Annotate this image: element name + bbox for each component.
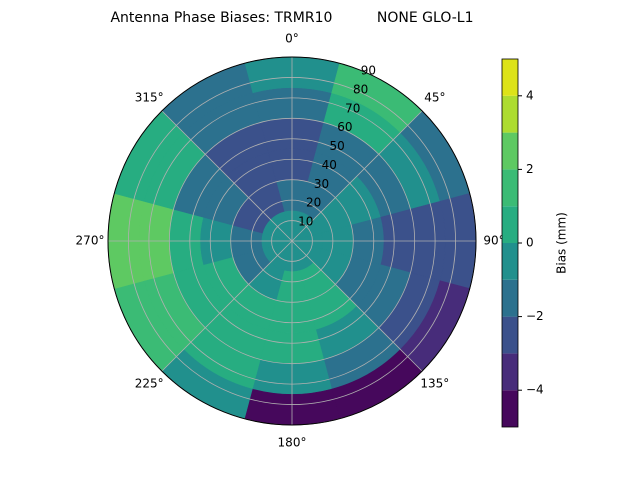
r-tick-label: 20: [306, 196, 321, 210]
colorbar-band: [502, 59, 518, 96]
colorbar-band: [502, 390, 518, 427]
spoke-grid-line: [161, 240, 293, 372]
colorbar-band: [502, 206, 518, 243]
r-tick-label: 10: [298, 215, 313, 229]
colorbar-band: [502, 132, 518, 170]
colorbar-tick-label: 0: [526, 236, 534, 250]
r-tick-label: 80: [353, 82, 368, 96]
r-tick-label: 70: [345, 101, 360, 115]
colorbar-band: [502, 353, 518, 391]
r-tick-label: 40: [322, 158, 337, 172]
theta-tick-label: 0°: [285, 32, 299, 46]
colorbar-band: [502, 279, 518, 317]
polar-frame: [107, 56, 477, 426]
colorbar-band: [502, 169, 518, 207]
theta-tick-label: 180°: [278, 436, 307, 450]
colorbar-band: [502, 95, 518, 133]
r-tick-label: 90: [361, 64, 376, 78]
theta-tick-label: 315°: [135, 91, 164, 105]
theta-tick-label: 135°: [420, 376, 449, 390]
theta-tick-label: 45°: [424, 91, 445, 105]
spoke-grid-line: [161, 110, 293, 242]
chart-title: Antenna Phase Biases: TRMR10 NONE GLO-L1: [110, 10, 473, 26]
theta-tick-label: 270°: [76, 234, 105, 248]
colorbar-tick-label: 4: [526, 88, 534, 102]
theta-tick-label: 225°: [135, 376, 164, 390]
spoke-grid-line: [291, 240, 423, 372]
colorbar-tick-label: 2: [526, 162, 534, 176]
spoke-grid-line: [291, 110, 423, 242]
colorbar-tick-label: −2: [526, 309, 544, 323]
r-tick-label: 60: [337, 120, 352, 134]
colorbar-band: [502, 243, 518, 280]
theta-tick-label: 90°: [483, 234, 504, 248]
colorbar-label: Bias (mm): [555, 212, 569, 274]
r-tick-label: 50: [329, 139, 344, 153]
colorbar-tick-label: −4: [526, 383, 544, 397]
r-tick-label: 30: [314, 177, 329, 191]
colorbar-band: [502, 316, 518, 354]
